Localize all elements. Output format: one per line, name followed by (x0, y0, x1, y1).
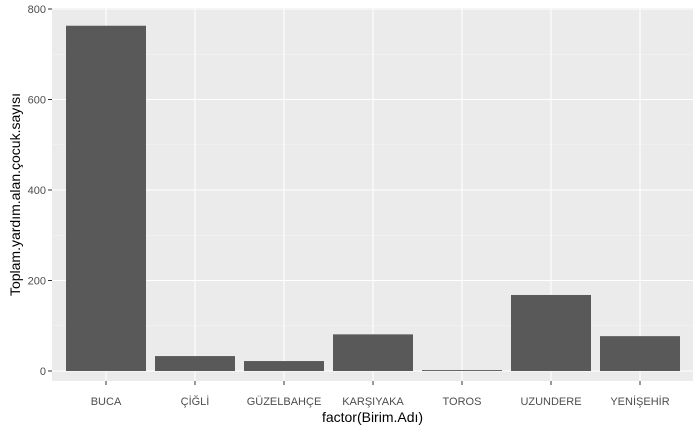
y-tick-label: 0 (40, 366, 46, 378)
bar (155, 356, 235, 371)
bar (511, 294, 591, 371)
y-axis-title: Toplam.yardım.alan.çocuk.sayısı (7, 93, 23, 296)
bar (333, 334, 413, 371)
x-tick-label: BUCA (91, 396, 122, 408)
x-axis: BUCA ÇİĞLİ GÜZELBAHÇE KARŞIYAKA TOROS UZUNDER… (91, 381, 670, 408)
y-tick-label: 200 (28, 276, 46, 288)
x-tick-label: UZUNDERE (520, 396, 581, 408)
y-tick-label: 800 (28, 4, 46, 16)
x-tick-label: ÇİĞLİ (181, 395, 210, 408)
bar (600, 336, 680, 371)
x-tick-label: KARŞIYAKA (342, 396, 404, 408)
y-axis: 0 200 400 600 800 (28, 4, 52, 378)
bar (244, 361, 324, 371)
y-tick-label: 600 (28, 95, 46, 107)
y-tick-label: 400 (28, 185, 46, 197)
x-tick-label: YENİŞEHİR (610, 395, 669, 408)
x-tick-label: GÜZELBAHÇE (247, 396, 322, 408)
bar (66, 25, 146, 372)
x-axis-title: factor(Birim.Adı) (322, 409, 423, 425)
bars (66, 25, 680, 372)
bar (422, 370, 502, 371)
x-tick-label: TOROS (443, 396, 482, 408)
